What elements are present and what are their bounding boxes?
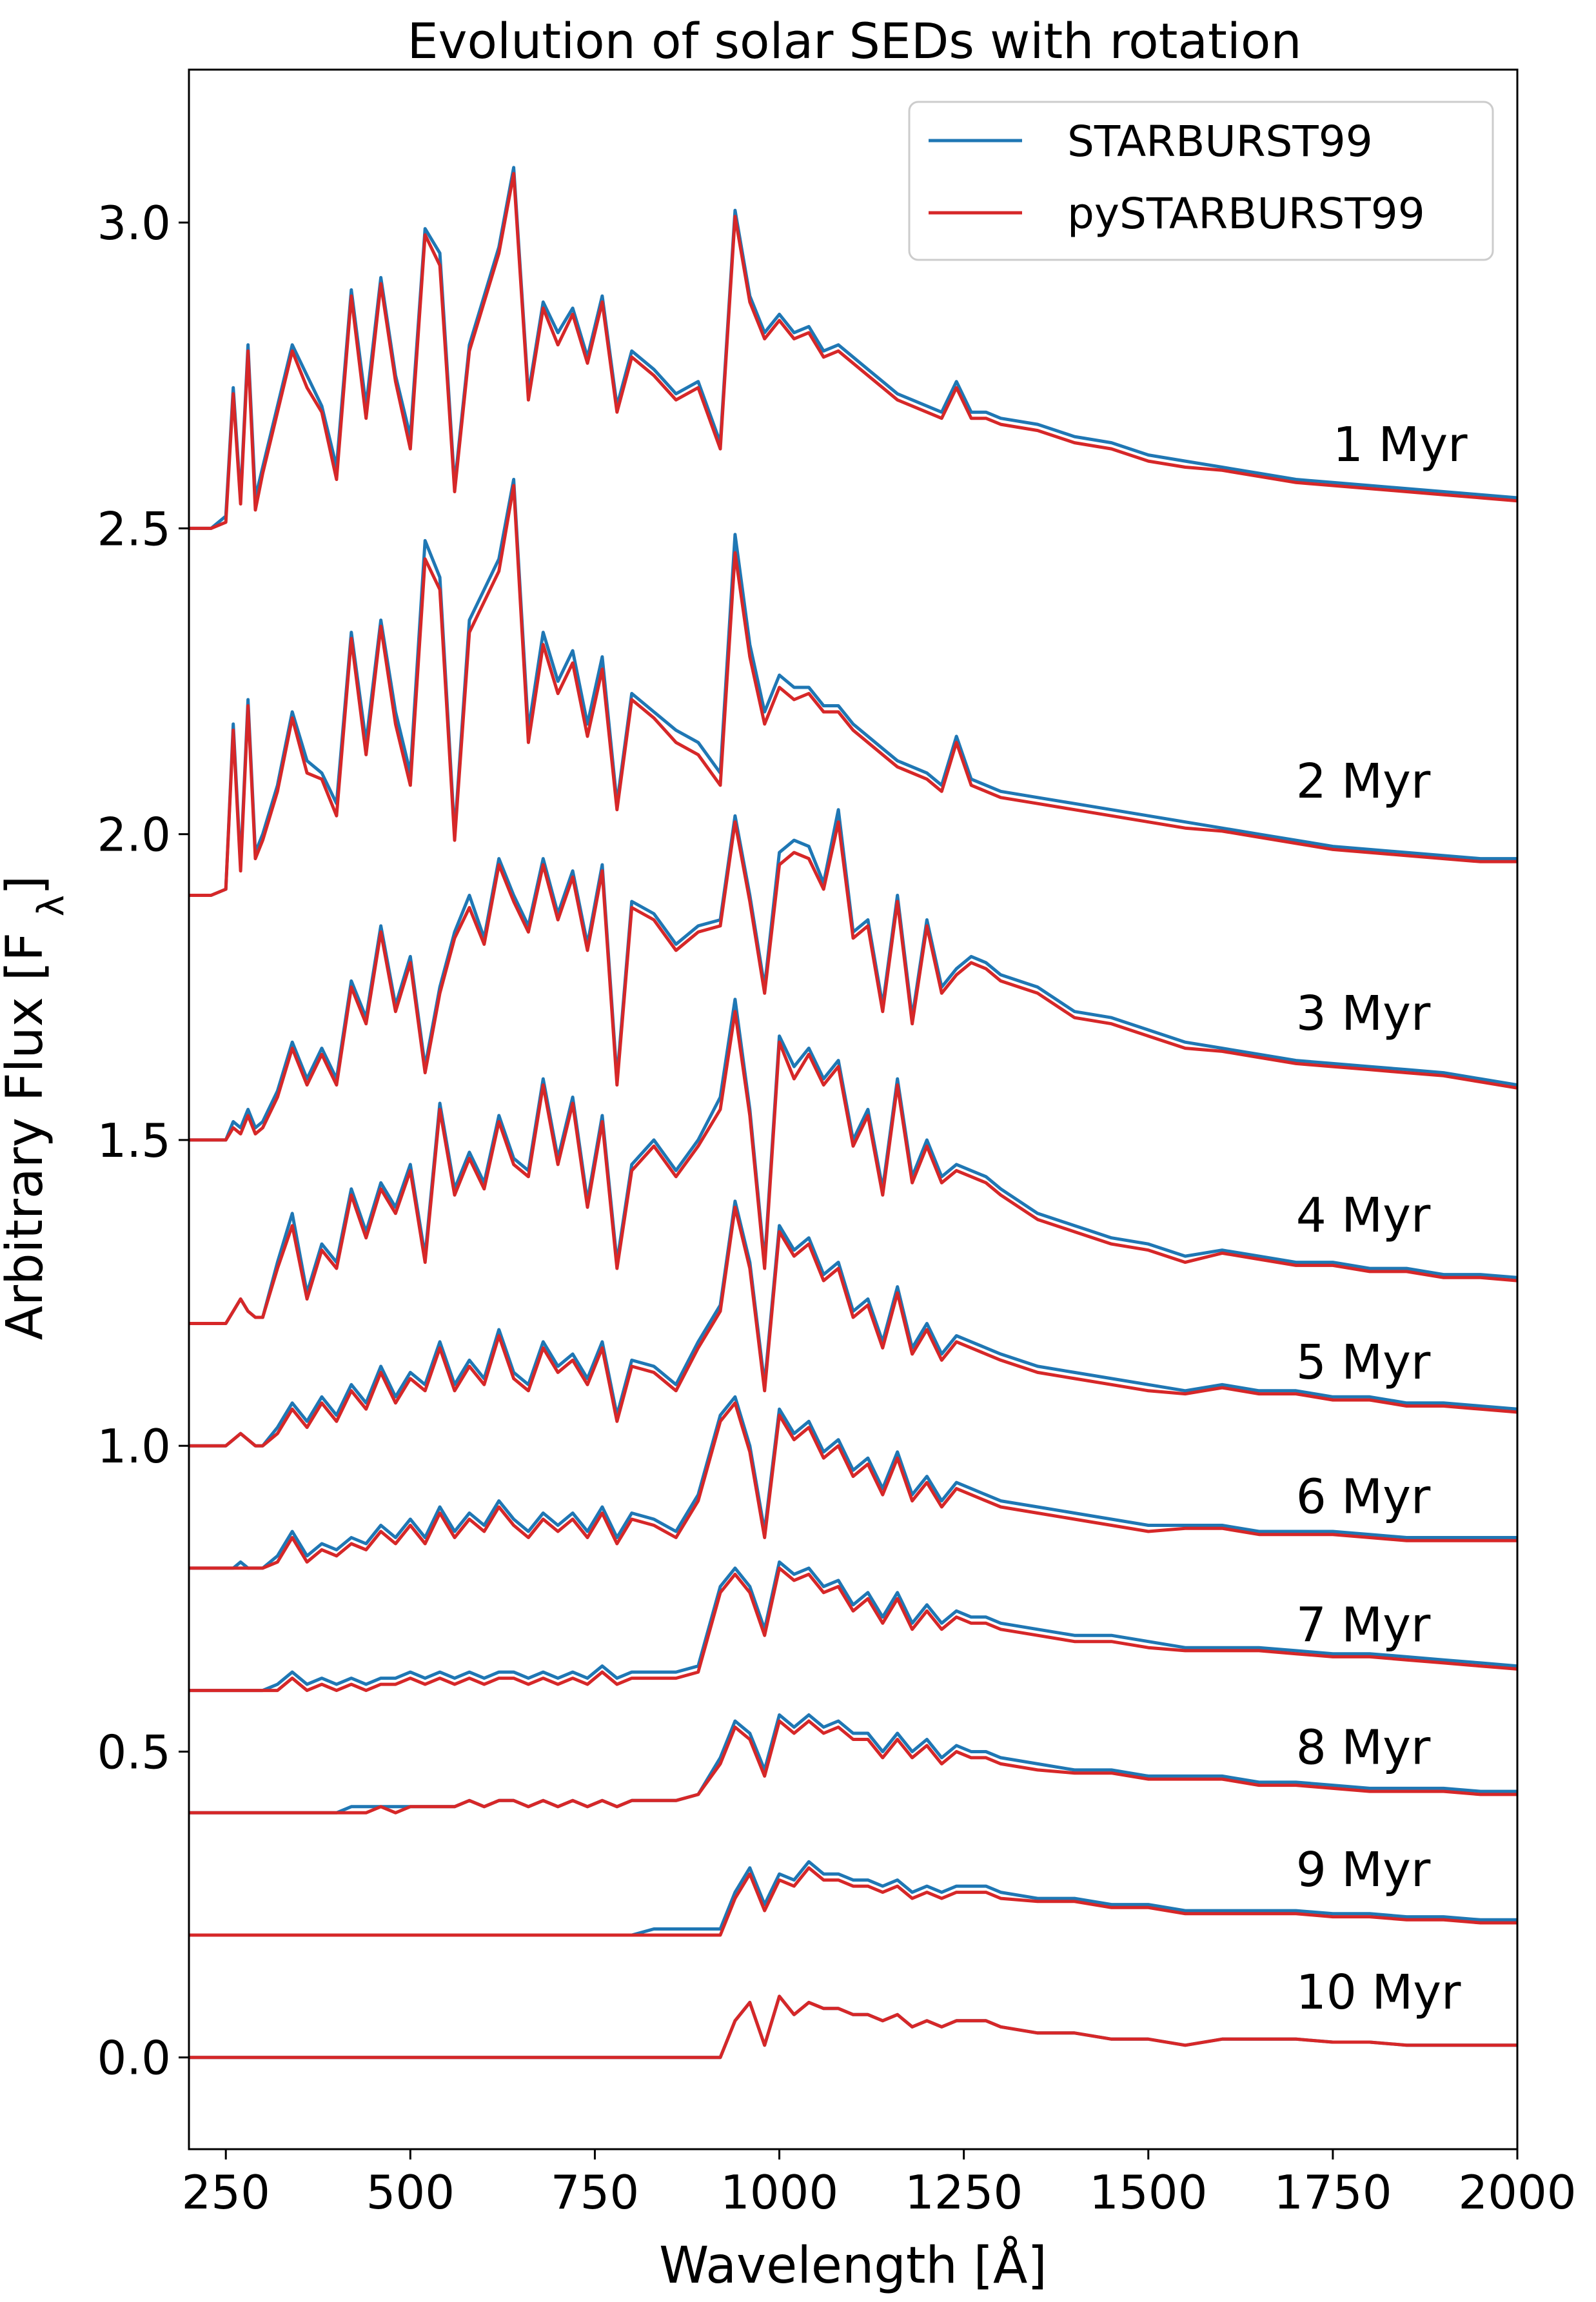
series-line-starburst99-2-myr bbox=[189, 478, 1517, 897]
series-line-pystarburst99-3-myr bbox=[189, 820, 1518, 1142]
series-line-starburst99-7-myr bbox=[189, 1560, 1518, 1693]
age-annotations: 1 Myr 2 Myr 3 Myr 4 Myr 5 Myr 6 Myr 7 Myr 8 Myr… bbox=[1296, 417, 1468, 2020]
x-tick-label-1500: 1500 bbox=[1089, 2165, 1207, 2219]
y-tick-label-3-0: 3.0 bbox=[97, 196, 171, 250]
x-tick-label-750: 750 bbox=[551, 2165, 639, 2219]
series-line-pystarburst99-7-myr bbox=[189, 1566, 1518, 1693]
x-tick-label-2000: 2000 bbox=[1458, 2165, 1576, 2219]
chart-title: Evolution of solar SEDs with rotation bbox=[407, 12, 1301, 70]
x-tick-label-1250: 1250 bbox=[905, 2165, 1023, 2219]
x-tick-label-250: 250 bbox=[182, 2165, 270, 2219]
x-tick-label-500: 500 bbox=[366, 2165, 455, 2219]
x-tick-label-1000: 1000 bbox=[720, 2165, 838, 2219]
y-axis-label-text: Arbitrary Flux [F bbox=[0, 932, 54, 1340]
series-line-pystarburst99-8-myr bbox=[189, 1719, 1517, 1815]
x-tick-label-1750: 1750 bbox=[1274, 2165, 1392, 2219]
y-tick-label-2-5: 2.5 bbox=[97, 502, 171, 556]
age-label-7-myr: 7 Myr bbox=[1296, 1598, 1431, 1653]
series-line-pystarburst99-10-myr bbox=[189, 1994, 1517, 2060]
y-tick-label-1-0: 1.0 bbox=[97, 1419, 171, 1473]
age-label-3-myr: 3 Myr bbox=[1296, 986, 1431, 1041]
legend-label-pystarburst99: pySTARBURST99 bbox=[1067, 189, 1425, 239]
y-tick-label-2-0: 2.0 bbox=[97, 808, 171, 862]
age-label-4-myr: 4 Myr bbox=[1296, 1188, 1431, 1243]
plot-frame bbox=[188, 68, 1519, 2150]
age-label-5-myr: 5 Myr bbox=[1296, 1335, 1431, 1390]
legend-label-starburst99: STARBURST99 bbox=[1067, 117, 1373, 166]
legend-box bbox=[908, 101, 1494, 261]
age-label-9-myr: 9 Myr bbox=[1296, 1842, 1431, 1898]
y-axis-ticks: 0.0 0.5 1.0 1.5 2.0 2.5 3.0 bbox=[97, 196, 189, 2085]
series-line-pystarburst99-9-myr bbox=[189, 1866, 1517, 1937]
series-line-pystarburst99-4-myr bbox=[189, 1010, 1518, 1325]
series-line-starburst99-4-myr bbox=[189, 998, 1518, 1325]
age-label-1-myr: 1 Myr bbox=[1333, 417, 1468, 473]
series-line-pystarburst99-6-myr bbox=[189, 1401, 1517, 1570]
y-tick-label-0-5: 0.5 bbox=[97, 1725, 171, 1779]
x-axis-label: Wavelength [Å] bbox=[659, 2236, 1047, 2295]
y-tick-label-1-5: 1.5 bbox=[97, 1114, 171, 1168]
series-line-pystarburst99-1-myr bbox=[189, 172, 1518, 530]
age-label-8-myr: 8 Myr bbox=[1296, 1720, 1431, 1775]
age-label-6-myr: 6 Myr bbox=[1296, 1470, 1431, 1525]
series-line-pystarburst99-2-myr bbox=[189, 484, 1517, 897]
y-axis-label: Arbitrary Flux [F λ] bbox=[0, 876, 72, 1341]
y-axis-label-bracket: ] bbox=[0, 876, 54, 895]
y-axis-label-subscript: λ bbox=[30, 895, 72, 916]
series-line-starburst99-1-myr bbox=[189, 166, 1518, 530]
series-line-starburst99-5-myr bbox=[189, 1199, 1518, 1448]
age-label-10-myr: 10 Myr bbox=[1296, 1965, 1461, 2020]
legend: STARBURST99 pySTARBURST99 bbox=[908, 101, 1494, 261]
series-line-pystarburst99-5-myr bbox=[189, 1205, 1518, 1448]
series-line-starburst99-3-myr bbox=[189, 808, 1518, 1142]
series-line-starburst99-6-myr bbox=[189, 1395, 1517, 1570]
series-layer bbox=[189, 166, 1518, 2060]
x-axis-ticks: 250 500 750 1000 1250 1500 1750 2000 bbox=[182, 2149, 1577, 2219]
y-tick-label-0-0: 0.0 bbox=[97, 2031, 171, 2085]
age-label-2-myr: 2 Myr bbox=[1296, 754, 1431, 809]
